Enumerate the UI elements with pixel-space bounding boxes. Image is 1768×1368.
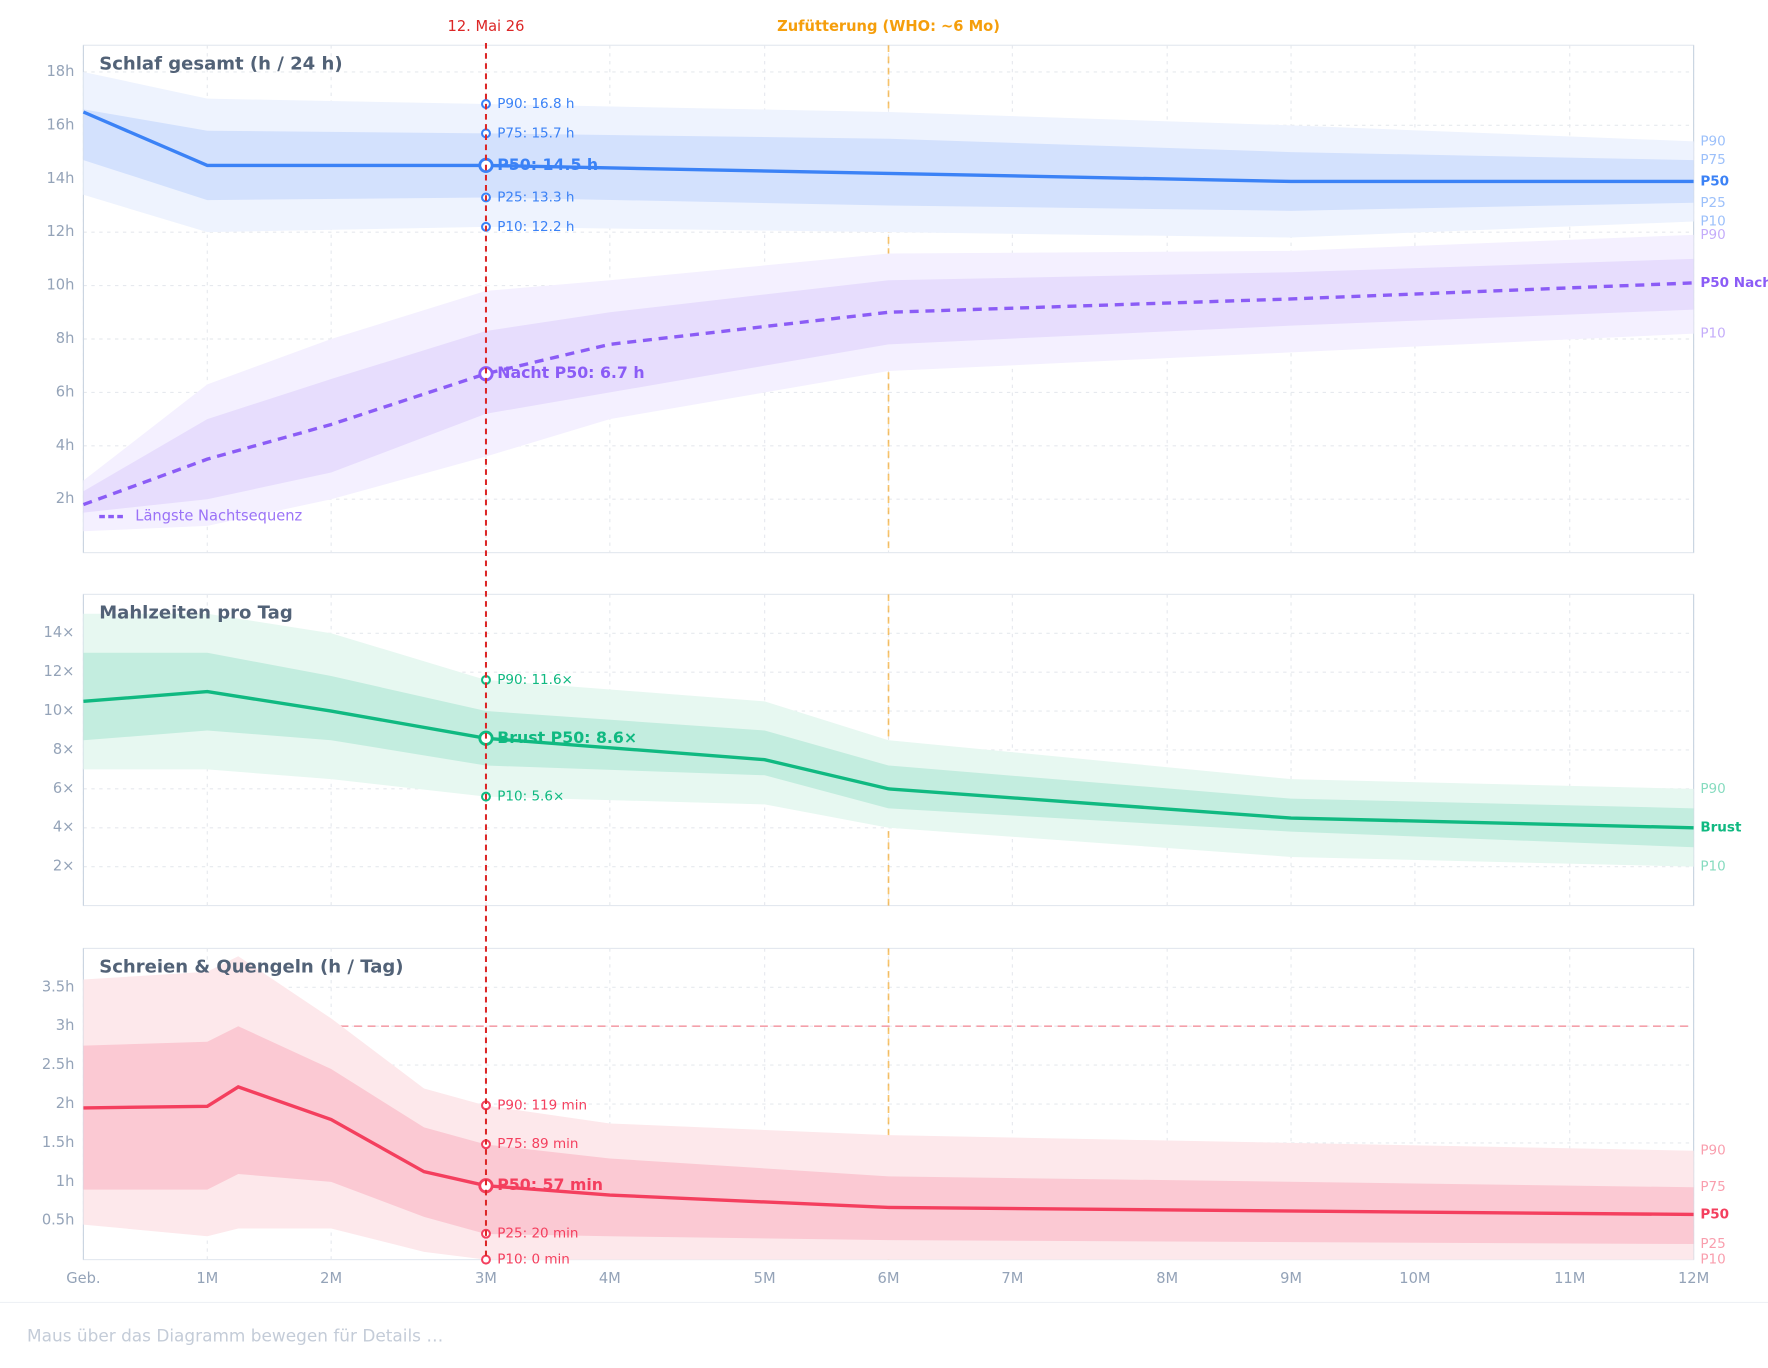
- y-tick-label: 12h: [46, 223, 74, 240]
- marker-label: P90: 11.6×: [497, 672, 573, 688]
- y-tick-label: 16h: [46, 116, 74, 133]
- edge-label: P50: [1700, 1206, 1729, 1222]
- y-tick-label: 14h: [46, 170, 74, 187]
- marker-label: P90: 119 min: [497, 1097, 587, 1113]
- y-tick-label: 14×: [44, 624, 75, 641]
- edge-label: P10: [1700, 859, 1725, 875]
- marker-label: P90: 16.8 h: [497, 96, 574, 112]
- x-tick-label: 8M: [1156, 1270, 1178, 1287]
- x-tick-label: Geb.: [66, 1270, 100, 1287]
- x-tick-label: 6M: [878, 1270, 900, 1287]
- marker-label: P50: 14.5 h: [497, 155, 598, 174]
- y-tick-label: 18h: [46, 63, 74, 80]
- marker-label: Nacht P50: 6.7 h: [497, 363, 644, 382]
- marker-label: P10: 5.6×: [497, 789, 564, 805]
- x-tick-label: 12M: [1678, 1270, 1709, 1287]
- median-line: [82, 110, 1694, 184]
- edge-label: P50 Nacht: [1700, 275, 1768, 291]
- y-tick-label: 10h: [46, 277, 74, 294]
- y-tick-label: 2×: [53, 858, 75, 875]
- y-tick-label: 12×: [44, 663, 75, 680]
- y-tick-label: 6×: [53, 780, 75, 797]
- marker-label: Brust P50: 8.6×: [497, 728, 637, 747]
- band-inner: [83, 258, 1694, 513]
- y-tick-label: 1.5h: [42, 1134, 75, 1151]
- marker-label: P25: 13.3 h: [497, 189, 574, 205]
- y-tick-label: 4h: [56, 437, 75, 454]
- edge-label: P50: [1700, 173, 1729, 189]
- y-tick-label: 2h: [56, 490, 75, 507]
- edge-label: P90: [1700, 133, 1725, 149]
- x-tick-label: 2M: [320, 1270, 342, 1287]
- edge-label: P75: [1700, 1179, 1725, 1195]
- panel-title: Mahlzeiten pro Tag: [99, 603, 293, 624]
- x-tick-label: 3M: [475, 1270, 497, 1287]
- median-line: [83, 689, 1694, 830]
- y-tick-label: 2.5h: [42, 1056, 75, 1073]
- y-tick-label: 2h: [56, 1095, 75, 1112]
- marker-label: P50: 57 min: [497, 1175, 603, 1194]
- median-line: [83, 1085, 1694, 1217]
- x-tick-label: 5M: [754, 1270, 776, 1287]
- x-tick-label: 7M: [1001, 1270, 1023, 1287]
- panel-title: Schlaf gesamt (h / 24 h): [99, 53, 342, 74]
- x-tick-label: 10M: [1399, 1270, 1430, 1287]
- y-tick-label: 8×: [53, 741, 75, 758]
- edge-label: Brust: [1700, 820, 1742, 836]
- edge-label: P90: [1700, 781, 1725, 797]
- marker-label: P10: 12.2 h: [497, 219, 574, 235]
- x-tick-label: 9M: [1280, 1270, 1302, 1287]
- y-tick-label: 3.5h: [42, 978, 75, 995]
- date-marker-label: 12. Mai 26: [448, 18, 525, 35]
- y-tick-label: 8h: [56, 330, 75, 347]
- edge-label: P25: [1700, 1236, 1725, 1252]
- edge-label: P10: [1700, 1252, 1725, 1268]
- x-tick-label: 4M: [599, 1270, 621, 1287]
- y-tick-label: 0.5h: [42, 1212, 75, 1229]
- y-tick-label: 10×: [44, 702, 75, 719]
- marker-label: P10: 0 min: [497, 1252, 570, 1268]
- edge-label: P10: [1700, 213, 1725, 229]
- edge-label: P25: [1700, 195, 1725, 211]
- marker-label: P75: 15.7 h: [497, 125, 574, 141]
- y-tick-label: 1h: [56, 1173, 75, 1190]
- panel-title: Schreien & Quengeln (h / Tag): [99, 957, 403, 978]
- y-tick-label: 4×: [53, 819, 75, 836]
- edge-label: P90: [1700, 1143, 1725, 1159]
- legend-label: Längste Nachtsequenz: [135, 508, 302, 525]
- edge-label: P90: [1700, 227, 1725, 243]
- edge-label: P75: [1700, 152, 1725, 168]
- x-tick-label: 1M: [196, 1270, 218, 1287]
- y-tick-label: 6h: [56, 383, 75, 400]
- marker-label: P25: 20 min: [497, 1226, 578, 1242]
- x-tick-label: 11M: [1554, 1270, 1585, 1287]
- event-marker-label: Zufütterung (WHO: ~6 Mo): [777, 18, 1000, 35]
- edge-label: P10: [1700, 326, 1725, 342]
- footer-hint: Maus über das Diagramm bewegen für Detai…: [27, 1325, 443, 1345]
- marker-label: P75: 89 min: [497, 1136, 578, 1152]
- y-tick-label: 3h: [56, 1017, 75, 1034]
